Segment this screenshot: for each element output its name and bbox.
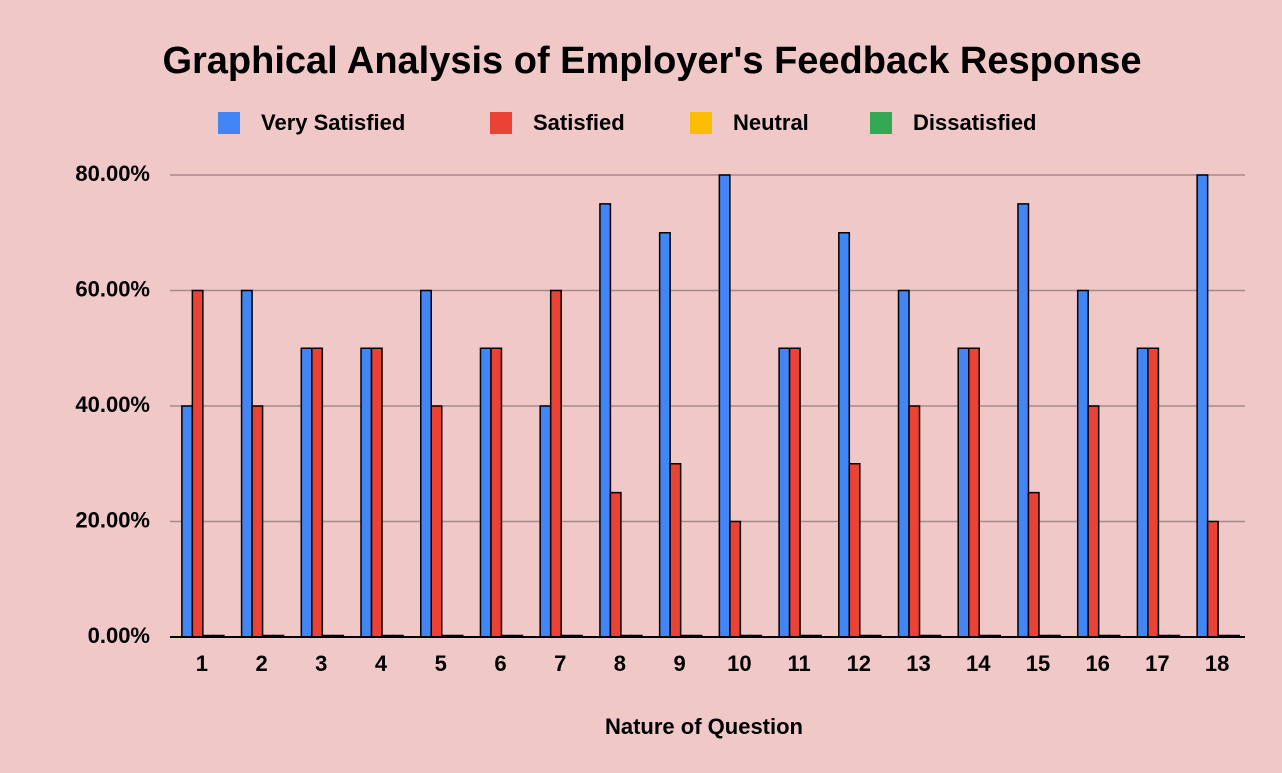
bar bbox=[957, 347, 970, 638]
bar bbox=[897, 289, 910, 638]
x-tick-label: 6 bbox=[494, 651, 506, 676]
legend-swatch bbox=[690, 112, 712, 134]
x-tick-label: 12 bbox=[847, 651, 871, 676]
bar bbox=[908, 405, 921, 638]
bar bbox=[1087, 405, 1100, 638]
bar bbox=[539, 405, 552, 638]
y-tick-label: 60.00% bbox=[75, 276, 150, 301]
bar bbox=[788, 347, 801, 638]
bar bbox=[729, 520, 742, 638]
x-tick-label: 17 bbox=[1145, 651, 1169, 676]
bar bbox=[1147, 347, 1160, 638]
x-tick-label: 2 bbox=[255, 651, 267, 676]
x-tick-label: 15 bbox=[1026, 651, 1050, 676]
bar bbox=[968, 347, 980, 638]
chart-title: Graphical Analysis of Employer's Feedbac… bbox=[162, 40, 1141, 82]
bar bbox=[370, 347, 383, 638]
bar bbox=[430, 405, 443, 638]
bar bbox=[1017, 203, 1030, 638]
x-tick-label: 9 bbox=[674, 651, 686, 676]
bar bbox=[240, 289, 253, 638]
x-tick-label: 1 bbox=[196, 651, 208, 676]
bar bbox=[191, 289, 204, 638]
bar bbox=[479, 347, 492, 638]
legend-swatch bbox=[218, 112, 240, 134]
y-tick-label: 0.00% bbox=[88, 623, 150, 648]
bar bbox=[311, 347, 324, 638]
bar bbox=[658, 232, 671, 638]
x-tick-label: 16 bbox=[1085, 651, 1109, 676]
bar bbox=[838, 232, 851, 638]
x-tick-label: 10 bbox=[727, 651, 751, 676]
legend-swatch bbox=[870, 112, 892, 134]
x-tick-label: 18 bbox=[1205, 651, 1229, 676]
x-tick-label: 13 bbox=[906, 651, 930, 676]
legend-label: Neutral bbox=[733, 110, 809, 135]
x-tick-label: 5 bbox=[435, 651, 447, 676]
bar bbox=[848, 463, 861, 638]
x-tick-label: 4 bbox=[375, 651, 388, 676]
bar bbox=[490, 347, 503, 638]
legend-label: Dissatisfied bbox=[913, 110, 1037, 135]
bar bbox=[599, 203, 612, 638]
legend-label: Satisfied bbox=[533, 110, 625, 135]
x-axis-label: Nature of Question bbox=[605, 714, 803, 739]
bar bbox=[1206, 520, 1219, 638]
x-tick-label: 3 bbox=[315, 651, 327, 676]
y-tick-label: 40.00% bbox=[75, 392, 150, 417]
y-tick-label: 80.00% bbox=[75, 161, 150, 186]
bar bbox=[251, 405, 264, 638]
y-tick-label: 20.00% bbox=[75, 507, 150, 532]
x-tick-label: 8 bbox=[614, 651, 626, 676]
bar bbox=[1196, 174, 1209, 638]
x-tick-label: 11 bbox=[787, 651, 810, 676]
bar bbox=[1136, 347, 1149, 638]
bar bbox=[300, 347, 313, 638]
bar bbox=[1076, 289, 1089, 638]
bar bbox=[609, 491, 622, 638]
bar bbox=[778, 347, 791, 638]
bar bbox=[360, 347, 373, 638]
bar bbox=[549, 289, 562, 638]
x-tick-label: 14 bbox=[966, 651, 991, 676]
bar bbox=[1027, 491, 1040, 638]
bar bbox=[669, 463, 682, 638]
legend-label: Very Satisfied bbox=[261, 110, 405, 135]
bar bbox=[420, 289, 432, 638]
x-tick-label: 7 bbox=[554, 651, 566, 676]
bar bbox=[181, 405, 194, 638]
legend-swatch bbox=[490, 112, 512, 134]
bar bbox=[718, 174, 731, 638]
